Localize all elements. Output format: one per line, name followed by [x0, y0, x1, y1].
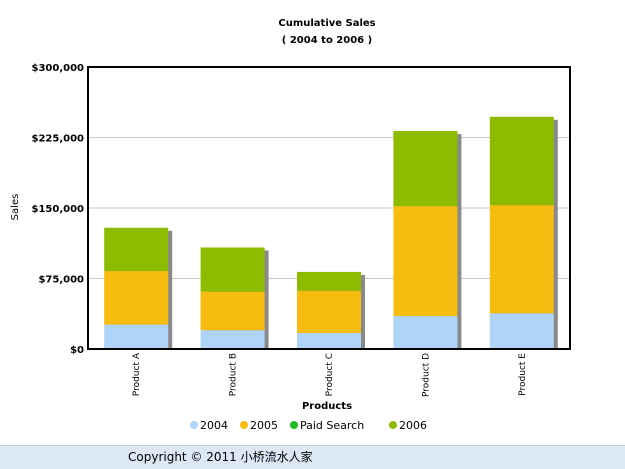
bar-segment	[489, 313, 554, 349]
legend-marker	[190, 421, 198, 429]
legend-marker	[240, 421, 248, 429]
chart-subtitle: ( 2004 to 2006 )	[282, 35, 372, 46]
bar-segment	[104, 324, 169, 349]
bar-segment	[200, 330, 265, 349]
bar-segment	[104, 227, 169, 271]
x-tick-label: Product E	[518, 353, 528, 396]
y-tick-label: $225,000	[31, 134, 84, 145]
bar-segment	[297, 271, 361, 291]
plot-area: $0 $75,000 $150,000 $225,000 $300,000 Product…	[31, 63, 571, 397]
legend-label: 2005	[250, 419, 278, 432]
legend-label: Paid Search	[300, 419, 364, 432]
chart: Cumulative Sales ( 2004 to 2006 ) $0 $75,…	[10, 18, 571, 432]
plot-frame	[87, 66, 571, 350]
bar-segment	[489, 205, 554, 314]
x-tick-label: Product B	[229, 353, 239, 396]
bar-segment	[393, 316, 458, 349]
legend: 2004 2005 Paid Search 2006	[190, 419, 427, 432]
bar-segment	[200, 291, 265, 331]
legend-marker	[389, 421, 397, 429]
bar-segment	[104, 270, 169, 325]
legend-label: 2004	[200, 419, 228, 432]
y-tick-label: $150,000	[31, 204, 84, 215]
x-tick-label: Product D	[421, 353, 431, 397]
x-tick-label: Product C	[325, 353, 335, 396]
y-tick-label: $300,000	[31, 63, 84, 74]
bar-segment	[297, 333, 361, 349]
bar-segment	[393, 130, 458, 207]
bar-segment	[297, 290, 361, 334]
copyright-text: Copyright © 2011 小桥流水人家	[128, 450, 313, 464]
legend-label: 2006	[399, 419, 427, 432]
bar-segment	[200, 247, 265, 292]
y-tick-label: $75,000	[38, 275, 84, 286]
x-axis-label: Products	[302, 401, 352, 412]
copyright-footer: Copyright © 2011 小桥流水人家	[0, 445, 625, 469]
y-tick-label: $0	[70, 345, 84, 356]
bar-segment	[393, 206, 458, 317]
legend-marker	[290, 421, 298, 429]
chart-title: Cumulative Sales	[278, 18, 375, 29]
y-axis-label: Sales	[10, 194, 21, 221]
bar-segment	[489, 116, 554, 206]
x-tick-label: Product A	[132, 352, 142, 396]
